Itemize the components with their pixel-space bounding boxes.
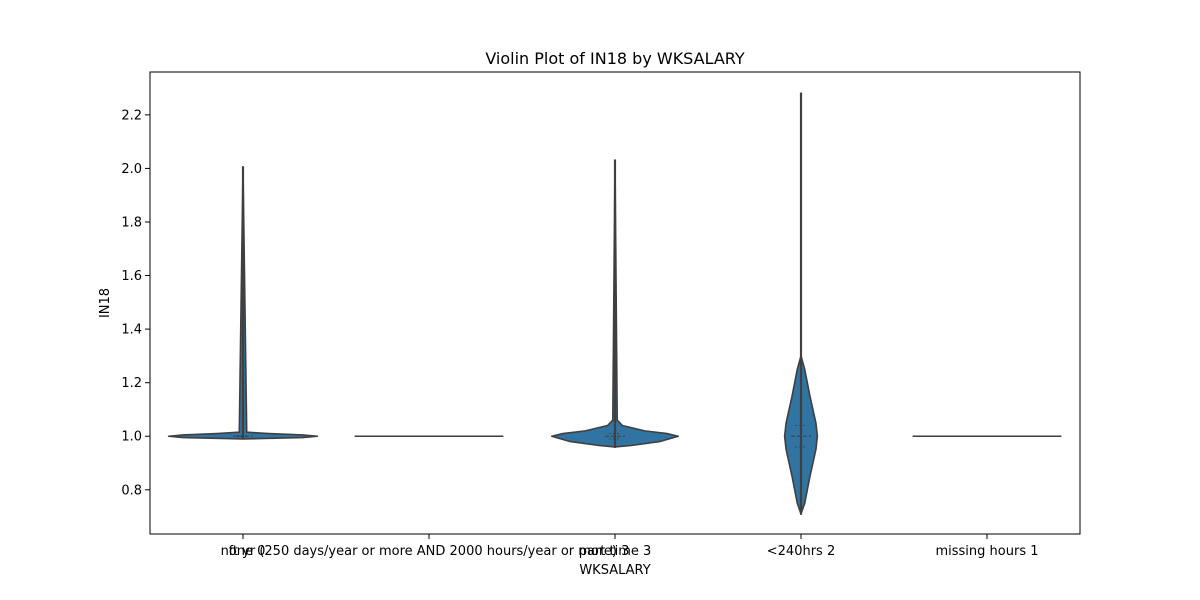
y-axis-label: IN18 [98,288,113,318]
y-tick-label: 1.2 [121,376,142,391]
x-tick-label: none 0 [221,544,266,559]
y-axis-ticks: 0.8 1.0 1.2 1.4 1.6 1.8 2.0 2.2 [121,108,150,498]
x-tick-label: <240hrs 2 [767,544,835,559]
x-tick-label: ft yr (250 days/year or more AND 2000 ho… [229,544,630,559]
x-tick-label: missing hours 1 [935,544,1038,559]
violin-0 [167,165,319,440]
violins-layer [167,92,1062,516]
x-tick-label: part time 3 [579,544,652,559]
y-tick-label: 1.0 [121,430,142,445]
y-tick-label: 1.8 [121,215,142,230]
y-tick-label: 2.0 [121,162,142,177]
y-tick-label: 0.8 [121,483,142,498]
chart-title: Violin Plot of IN18 by WKSALARY [485,49,745,68]
y-tick-label: 1.6 [121,269,142,284]
violin-2 [550,159,680,449]
x-axis-label: WKSALARY [579,563,650,578]
y-tick-label: 1.4 [121,323,142,338]
violin-3 [783,92,819,516]
y-tick-label: 2.2 [121,108,142,123]
x-axis-ticks: none 0ft yr (250 days/year or more AND 2… [221,534,1039,559]
